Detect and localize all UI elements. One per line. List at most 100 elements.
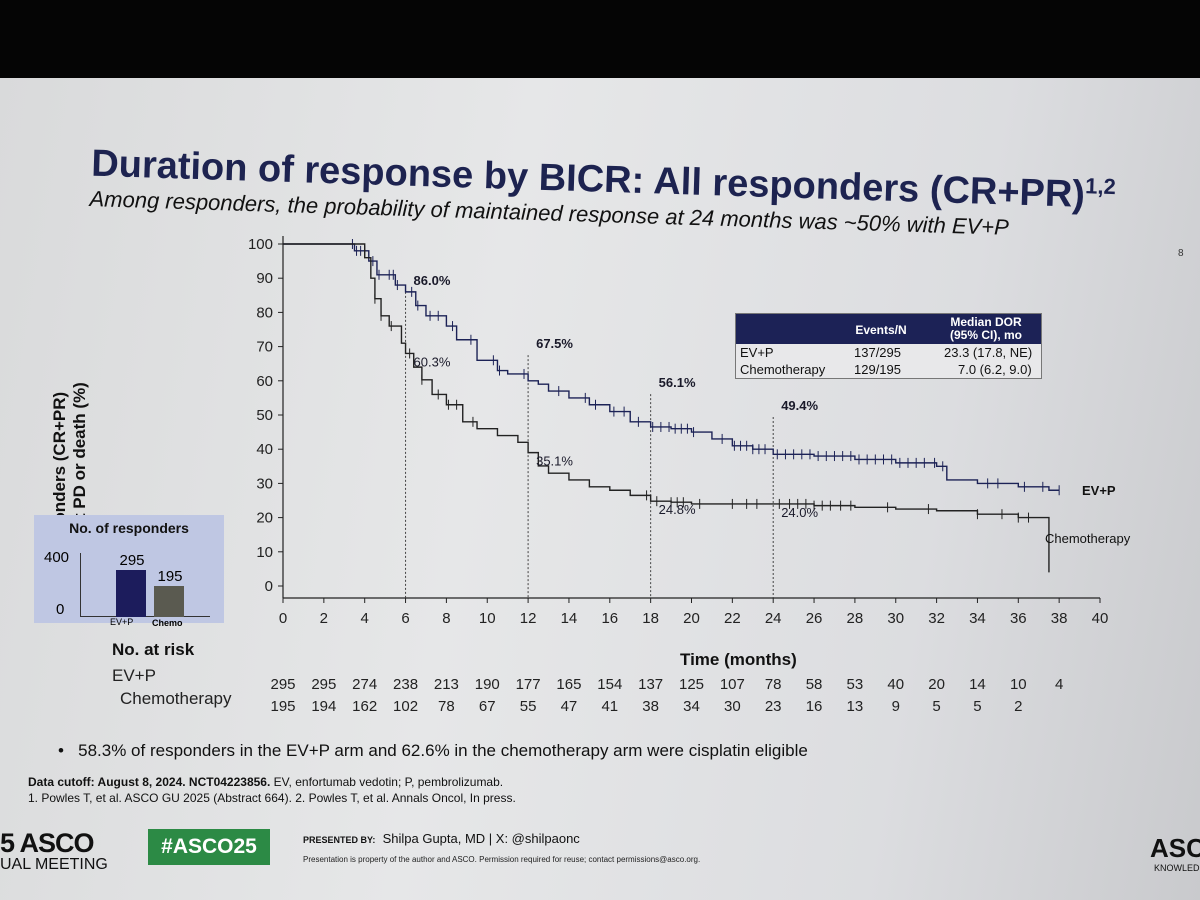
risk-cell: 16 [805, 698, 823, 715]
hashtag-badge: #ASCO25 [148, 829, 270, 865]
events-value: 137/295 [854, 345, 901, 360]
responders-bar-evp [116, 569, 146, 617]
x-axis-label: Time (months) [680, 650, 797, 669]
series-line-evp [283, 243, 1060, 491]
risk-cell: 9 [891, 698, 900, 715]
responders-label-chemo: Chemo [152, 618, 183, 628]
y-tick-label: 20 [256, 510, 273, 527]
risk-cell: 78 [764, 676, 782, 693]
responders-axis-bottom: 0 [56, 601, 65, 618]
risk-cell: 107 [719, 676, 745, 693]
x-tick-label: 2 [320, 610, 328, 627]
asco-knowledge-label: KNOWLEDGE [1154, 863, 1200, 873]
x-tick-label: 4 [361, 610, 369, 627]
y-tick-label: 40 [256, 441, 273, 458]
risk-cell: 125 [678, 676, 705, 693]
x-tick-label: 40 [1092, 610, 1109, 627]
legend-label-evp: EV+P [1082, 483, 1116, 498]
x-tick-label: 10 [479, 610, 496, 627]
risk-cell: 23 [764, 698, 782, 715]
risk-cell: 5 [932, 698, 941, 715]
header-median: Median DOR (95% CI), mo [949, 315, 1022, 342]
risk-cell: 10 [1009, 676, 1027, 693]
x-tick-label: 14 [561, 610, 578, 627]
x-tick-label: 8 [442, 610, 450, 627]
footnote-refs: 1. Powles T, et al. ASCO GU 2025 (Abstra… [28, 791, 516, 805]
risk-cell: 30 [724, 698, 741, 715]
x-tick-label: 12 [520, 610, 537, 627]
risk-cell: 190 [474, 676, 500, 693]
x-tick-label: 16 [601, 610, 618, 627]
arm-name: EV+P [740, 345, 774, 360]
risk-row-label-evp: EV+P [112, 666, 156, 685]
series-line-chemo [283, 243, 1050, 573]
median-dor-table: Events/N Median DOR (95% CI), mo EV+P 13… [735, 313, 1042, 379]
bullet-text: • 58.3% of responders in the EV+P arm an… [58, 741, 808, 760]
risk-cell: 194 [311, 698, 337, 715]
asco-logo-right: ASCO [1150, 833, 1200, 863]
table-header: Events/N Median DOR (95% CI), mo [736, 314, 1041, 344]
risk-cell: 162 [352, 698, 378, 715]
y-tick-label: 90 [256, 270, 273, 287]
risk-cell: 238 [393, 676, 419, 693]
y-tick-label: 70 [256, 339, 273, 356]
risk-cell: 55 [519, 698, 537, 715]
y-tick-label: 0 [265, 578, 273, 595]
risk-cell: 154 [597, 676, 623, 693]
risk-cell: 41 [601, 698, 619, 715]
x-tick-label: 18 [642, 610, 659, 627]
risk-cell: 295 [270, 676, 296, 693]
responders-axis-line [80, 553, 81, 617]
risk-cell: 165 [556, 676, 582, 693]
risk-cell: 58 [805, 676, 823, 693]
responders-inset: No. of responders 400 0 295 195 EV+P Che… [34, 515, 224, 628]
risk-cell: 2 [1014, 698, 1023, 715]
risk-cell: 177 [515, 676, 541, 693]
x-tick-label: 22 [724, 610, 741, 627]
landmark-label: 35.1% [536, 454, 573, 469]
landmark-label: 24.8% [659, 502, 696, 517]
landmark-label: 56.1% [659, 375, 696, 390]
x-tick-label: 30 [887, 610, 904, 627]
y-tick-label: 80 [256, 304, 273, 321]
risk-cell: 14 [969, 676, 986, 693]
risk-cell: 34 [683, 698, 700, 715]
y-tick-label: 50 [256, 407, 273, 424]
risk-cell: 53 [846, 676, 864, 693]
x-tick-label: 6 [401, 610, 409, 627]
risk-table-heading: No. at risk [112, 640, 195, 659]
presenter-line: PRESENTED BY: Shilpa Gupta, MD | X: @shi… [303, 831, 580, 846]
landmark-label: 49.4% [781, 398, 818, 413]
risk-cell: 67 [478, 698, 496, 715]
median-value: 7.0 (6.2, 9.0) [958, 362, 1032, 377]
risk-cell: 40 [887, 676, 905, 693]
landmark-label: 24.0% [781, 505, 818, 520]
legend-label-chemo: Chemotherapy [1045, 531, 1131, 546]
risk-cell: 137 [638, 676, 664, 693]
y-tick-label: 10 [256, 544, 273, 561]
slide-number: 8 [1178, 248, 1184, 259]
slide: Duration of response by BICR: All respon… [0, 78, 1200, 900]
risk-cell: 5 [973, 698, 982, 715]
x-tick-label: 38 [1051, 610, 1068, 627]
risk-cell: 13 [846, 698, 864, 715]
header-events: Events/N [855, 323, 907, 337]
risk-cell: 213 [433, 676, 459, 693]
permission-note: Presentation is property of the author a… [303, 855, 701, 864]
risk-cell: 274 [352, 676, 378, 693]
risk-cell: 195 [270, 698, 296, 715]
risk-cell: 20 [928, 676, 945, 693]
x-tick-label: 34 [969, 610, 986, 627]
x-tick-label: 0 [279, 610, 287, 627]
asco-logo: 5 ASCO [0, 828, 95, 858]
responders-bar-chemo [154, 585, 184, 617]
x-tick-label: 36 [1010, 610, 1027, 627]
landmark-label: 60.3% [414, 354, 451, 369]
x-tick-label: 20 [683, 610, 700, 627]
risk-cell: 78 [438, 698, 455, 715]
x-tick-label: 28 [847, 610, 864, 627]
risk-cell: 295 [311, 676, 337, 693]
y-tick-label: 100 [248, 236, 273, 253]
y-tick-label: 30 [256, 475, 273, 492]
table-row: EV+P 137/295 23.3 (17.8, NE) [736, 344, 1041, 361]
